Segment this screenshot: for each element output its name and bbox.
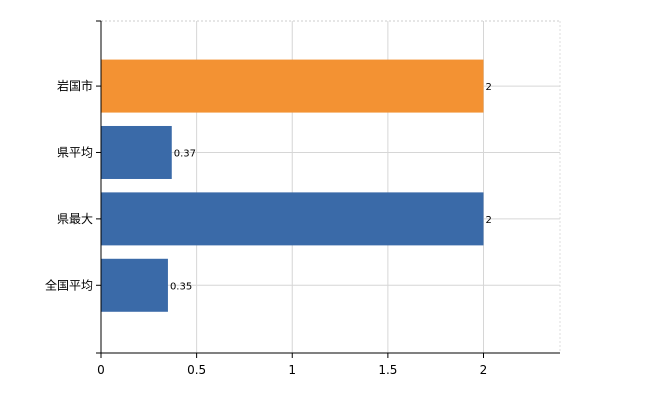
x-tick-label: 1.5 (378, 363, 397, 377)
data-label: 2 (486, 215, 492, 226)
x-tick-label: 2 (480, 363, 488, 377)
x-tick-label: 1 (288, 363, 296, 377)
data-label: 2 (486, 82, 492, 93)
category-label: 岩国市 (57, 78, 93, 93)
bar (101, 192, 484, 246)
data-label: 0.35 (170, 281, 192, 292)
bar (101, 125, 172, 179)
category-label: 県最大 (57, 212, 93, 226)
data-label: 0.37 (174, 148, 196, 159)
bar (101, 258, 168, 312)
category-label: 県平均 (57, 145, 93, 159)
data-labels: 2 0.37 2 0.35 (170, 82, 492, 292)
category-label: 全国平均 (45, 277, 93, 292)
x-tick-label: 0 (97, 363, 105, 377)
bar (101, 59, 484, 113)
bars (101, 59, 484, 312)
x-tick-label: 0.5 (187, 363, 206, 377)
